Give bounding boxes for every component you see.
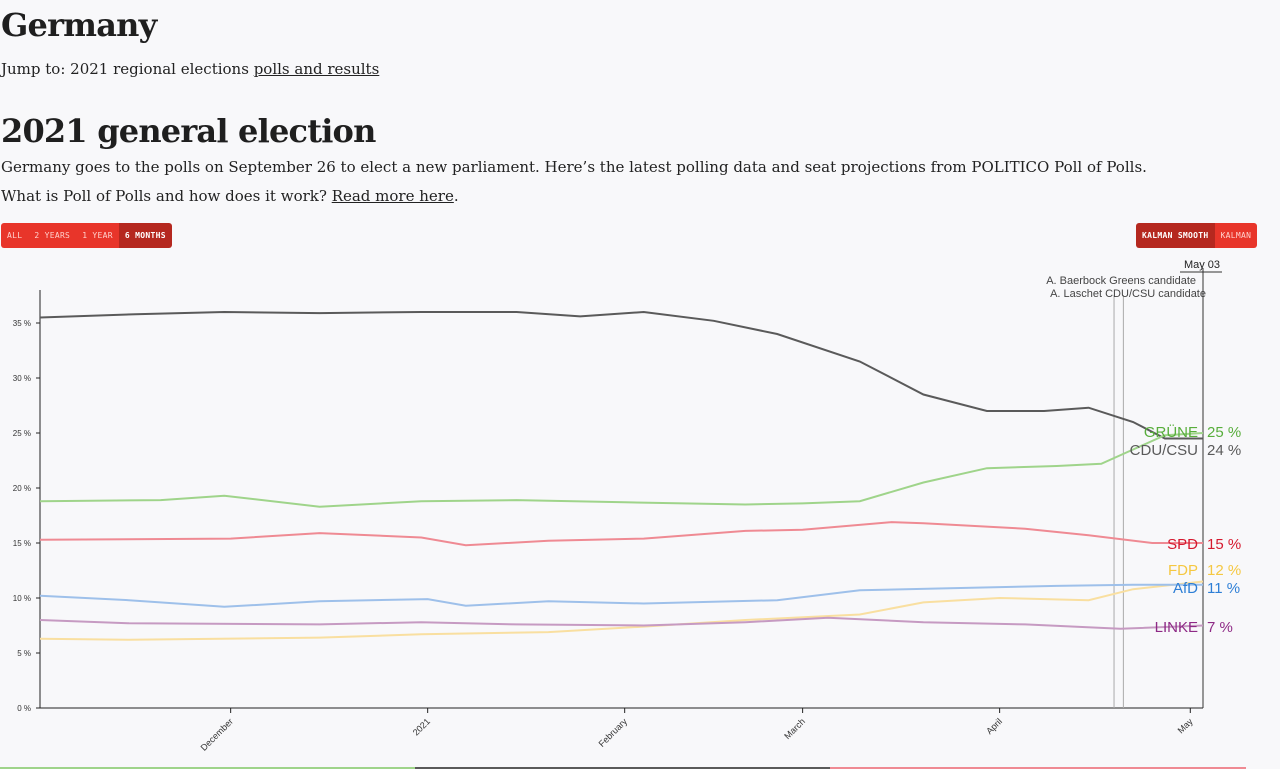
series-name-label: FDP <box>1168 562 1198 579</box>
series-value-label: 12 % <box>1207 562 1241 579</box>
y-tick-label: 0 % <box>17 704 31 713</box>
series-line-grne <box>39 432 1204 508</box>
x-tick-label: 2021 <box>411 716 432 737</box>
y-tick-label: 5 % <box>17 649 31 658</box>
series-line-spd <box>39 521 1203 547</box>
x-tick-label: May <box>1176 716 1195 735</box>
series-value-label: 24 % <box>1207 442 1241 459</box>
range-6-months-button[interactable]: 6 MONTHS <box>118 223 172 248</box>
current-date-label: May 03 <box>1184 259 1220 271</box>
read-more-link[interactable]: Read more here <box>331 187 454 205</box>
series-name-label: CDU/CSU <box>1130 442 1198 459</box>
y-tick-label: 15 % <box>13 539 31 548</box>
annotation-label: A. Baerbock Greens candidate <box>1046 275 1196 287</box>
series-name-label: AfD <box>1173 580 1198 597</box>
about-line: What is Poll of Polls and how does it wo… <box>1 187 459 205</box>
about-suffix: . <box>453 187 459 205</box>
time-range-selector: ALL 2 YEARS 1 YEAR 6 MONTHS <box>1 223 172 248</box>
range-1-year-button[interactable]: 1 YEAR <box>76 223 119 248</box>
section-title: 2021 general election <box>1 112 376 150</box>
series-name-label: SPD <box>1167 536 1198 553</box>
range-all-button[interactable]: ALL <box>1 223 29 248</box>
jump-to-label: Jump to: 2021 regional elections <box>1 60 249 78</box>
jump-to-line: Jump to: 2021 regional elections polls a… <box>1 60 379 78</box>
polls-and-results-link[interactable]: polls and results <box>253 60 380 78</box>
y-tick-label: 30 % <box>13 374 31 383</box>
series-line-fdp <box>39 580 1204 641</box>
kalman-smooth-button[interactable]: KALMAN SMOOTH <box>1136 223 1215 248</box>
range-2-years-button[interactable]: 2 YEARS <box>28 223 77 248</box>
smoothing-selector: KALMAN SMOOTH KALMAN <box>1136 223 1258 248</box>
series-name-label: GRÜNE <box>1144 423 1198 441</box>
x-tick-label: March <box>782 716 807 741</box>
series-value-label: 25 % <box>1207 424 1241 441</box>
x-tick-label: February <box>597 716 630 749</box>
series-line-linke <box>39 616 1204 630</box>
y-tick-label: 20 % <box>13 484 31 493</box>
series-line-cducsu <box>39 310 1203 440</box>
series-value-label: 15 % <box>1207 536 1241 553</box>
x-tick-label: December <box>199 716 235 752</box>
y-tick-label: 25 % <box>13 429 31 438</box>
page-title: Germany <box>1 6 157 44</box>
series-line-afd <box>39 583 1203 608</box>
series-name-label: LINKE <box>1155 619 1198 636</box>
polling-chart: 0 % 5 % 10 % 15 % 20 % 25 % 30 % 35 % December 20… <box>13 259 1241 753</box>
bottom-color-strip <box>0 767 1246 769</box>
about-text: What is Poll of Polls and how does it wo… <box>1 187 327 205</box>
series-value-label: 7 % <box>1207 619 1233 636</box>
intro-text: Germany goes to the polls on September 2… <box>1 158 1147 176</box>
annotation-label: A. Laschet CDU/CSU candidate <box>1050 288 1206 300</box>
x-tick-label: April <box>984 716 1004 736</box>
y-tick-label: 35 % <box>13 319 31 328</box>
series-value-label: 11 % <box>1207 580 1240 597</box>
kalman-button[interactable]: KALMAN <box>1214 223 1258 248</box>
y-tick-label: 10 % <box>13 594 31 603</box>
